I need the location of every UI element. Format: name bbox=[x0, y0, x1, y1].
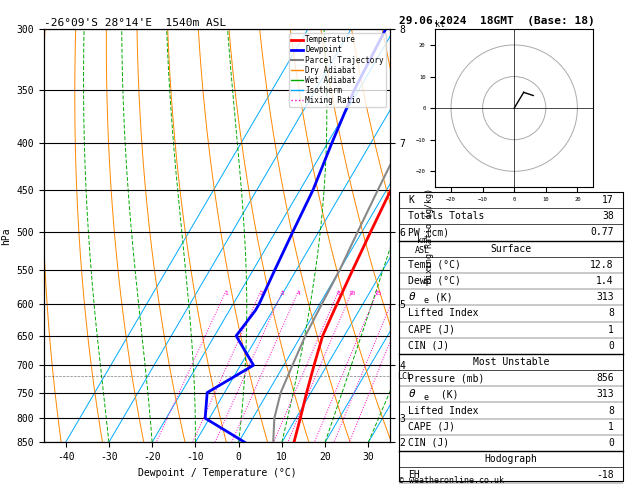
Text: 8: 8 bbox=[337, 291, 341, 295]
Text: Dewp (°C): Dewp (°C) bbox=[408, 276, 461, 286]
Text: (K): (K) bbox=[435, 389, 459, 399]
Text: 8: 8 bbox=[608, 309, 614, 318]
Text: 3: 3 bbox=[281, 291, 284, 295]
Text: Surface: Surface bbox=[491, 243, 532, 254]
Text: Totals Totals: Totals Totals bbox=[408, 211, 485, 221]
Text: 1: 1 bbox=[225, 291, 228, 295]
Text: CIN (J): CIN (J) bbox=[408, 341, 450, 351]
Text: © weatheronline.co.uk: © weatheronline.co.uk bbox=[399, 476, 504, 485]
Text: (K): (K) bbox=[435, 292, 453, 302]
Text: 38: 38 bbox=[602, 211, 614, 221]
Text: 1.4: 1.4 bbox=[596, 276, 614, 286]
Text: -18: -18 bbox=[596, 470, 614, 480]
Text: Mixing Ratio (g/kg): Mixing Ratio (g/kg) bbox=[425, 188, 433, 283]
Text: kt: kt bbox=[435, 20, 445, 29]
Text: 0: 0 bbox=[608, 438, 614, 448]
Y-axis label: km
ASL: km ASL bbox=[415, 236, 430, 255]
Text: Temp (°C): Temp (°C) bbox=[408, 260, 461, 270]
Text: Hodograph: Hodograph bbox=[484, 454, 538, 464]
Text: 4: 4 bbox=[297, 291, 301, 295]
Text: 2: 2 bbox=[259, 291, 263, 295]
Text: 0: 0 bbox=[608, 341, 614, 351]
Text: LCL: LCL bbox=[397, 372, 412, 381]
Text: PW (cm): PW (cm) bbox=[408, 227, 450, 238]
Text: CAPE (J): CAPE (J) bbox=[408, 325, 455, 335]
Text: Pressure (mb): Pressure (mb) bbox=[408, 373, 485, 383]
Text: K: K bbox=[408, 195, 415, 205]
Text: EH: EH bbox=[408, 470, 420, 480]
Text: e: e bbox=[424, 296, 429, 305]
Text: θ: θ bbox=[408, 292, 415, 302]
Text: Lifted Index: Lifted Index bbox=[408, 309, 479, 318]
Legend: Temperature, Dewpoint, Parcel Trajectory, Dry Adiabat, Wet Adiabat, Isotherm, Mi: Temperature, Dewpoint, Parcel Trajectory… bbox=[289, 33, 386, 107]
Text: 8: 8 bbox=[608, 406, 614, 416]
Text: e: e bbox=[424, 393, 429, 402]
Text: 29.06.2024  18GMT  (Base: 18): 29.06.2024 18GMT (Base: 18) bbox=[399, 16, 595, 26]
Text: 12.8: 12.8 bbox=[590, 260, 614, 270]
Text: 856: 856 bbox=[596, 373, 614, 383]
Text: 313: 313 bbox=[596, 292, 614, 302]
Text: 313: 313 bbox=[596, 389, 614, 399]
Text: 1: 1 bbox=[608, 422, 614, 432]
Text: CIN (J): CIN (J) bbox=[408, 438, 450, 448]
Text: 0.77: 0.77 bbox=[590, 227, 614, 238]
Text: -26°09'S 28°14'E  1540m ASL: -26°09'S 28°14'E 1540m ASL bbox=[44, 18, 226, 28]
Text: 15: 15 bbox=[374, 291, 381, 295]
Text: 10: 10 bbox=[348, 291, 356, 295]
Text: 1: 1 bbox=[608, 325, 614, 335]
Y-axis label: hPa: hPa bbox=[1, 227, 11, 244]
Text: Lifted Index: Lifted Index bbox=[408, 406, 479, 416]
X-axis label: Dewpoint / Temperature (°C): Dewpoint / Temperature (°C) bbox=[138, 468, 296, 478]
Text: 17: 17 bbox=[602, 195, 614, 205]
Text: Most Unstable: Most Unstable bbox=[473, 357, 549, 367]
Text: θ: θ bbox=[408, 389, 415, 399]
Text: CAPE (J): CAPE (J) bbox=[408, 422, 455, 432]
